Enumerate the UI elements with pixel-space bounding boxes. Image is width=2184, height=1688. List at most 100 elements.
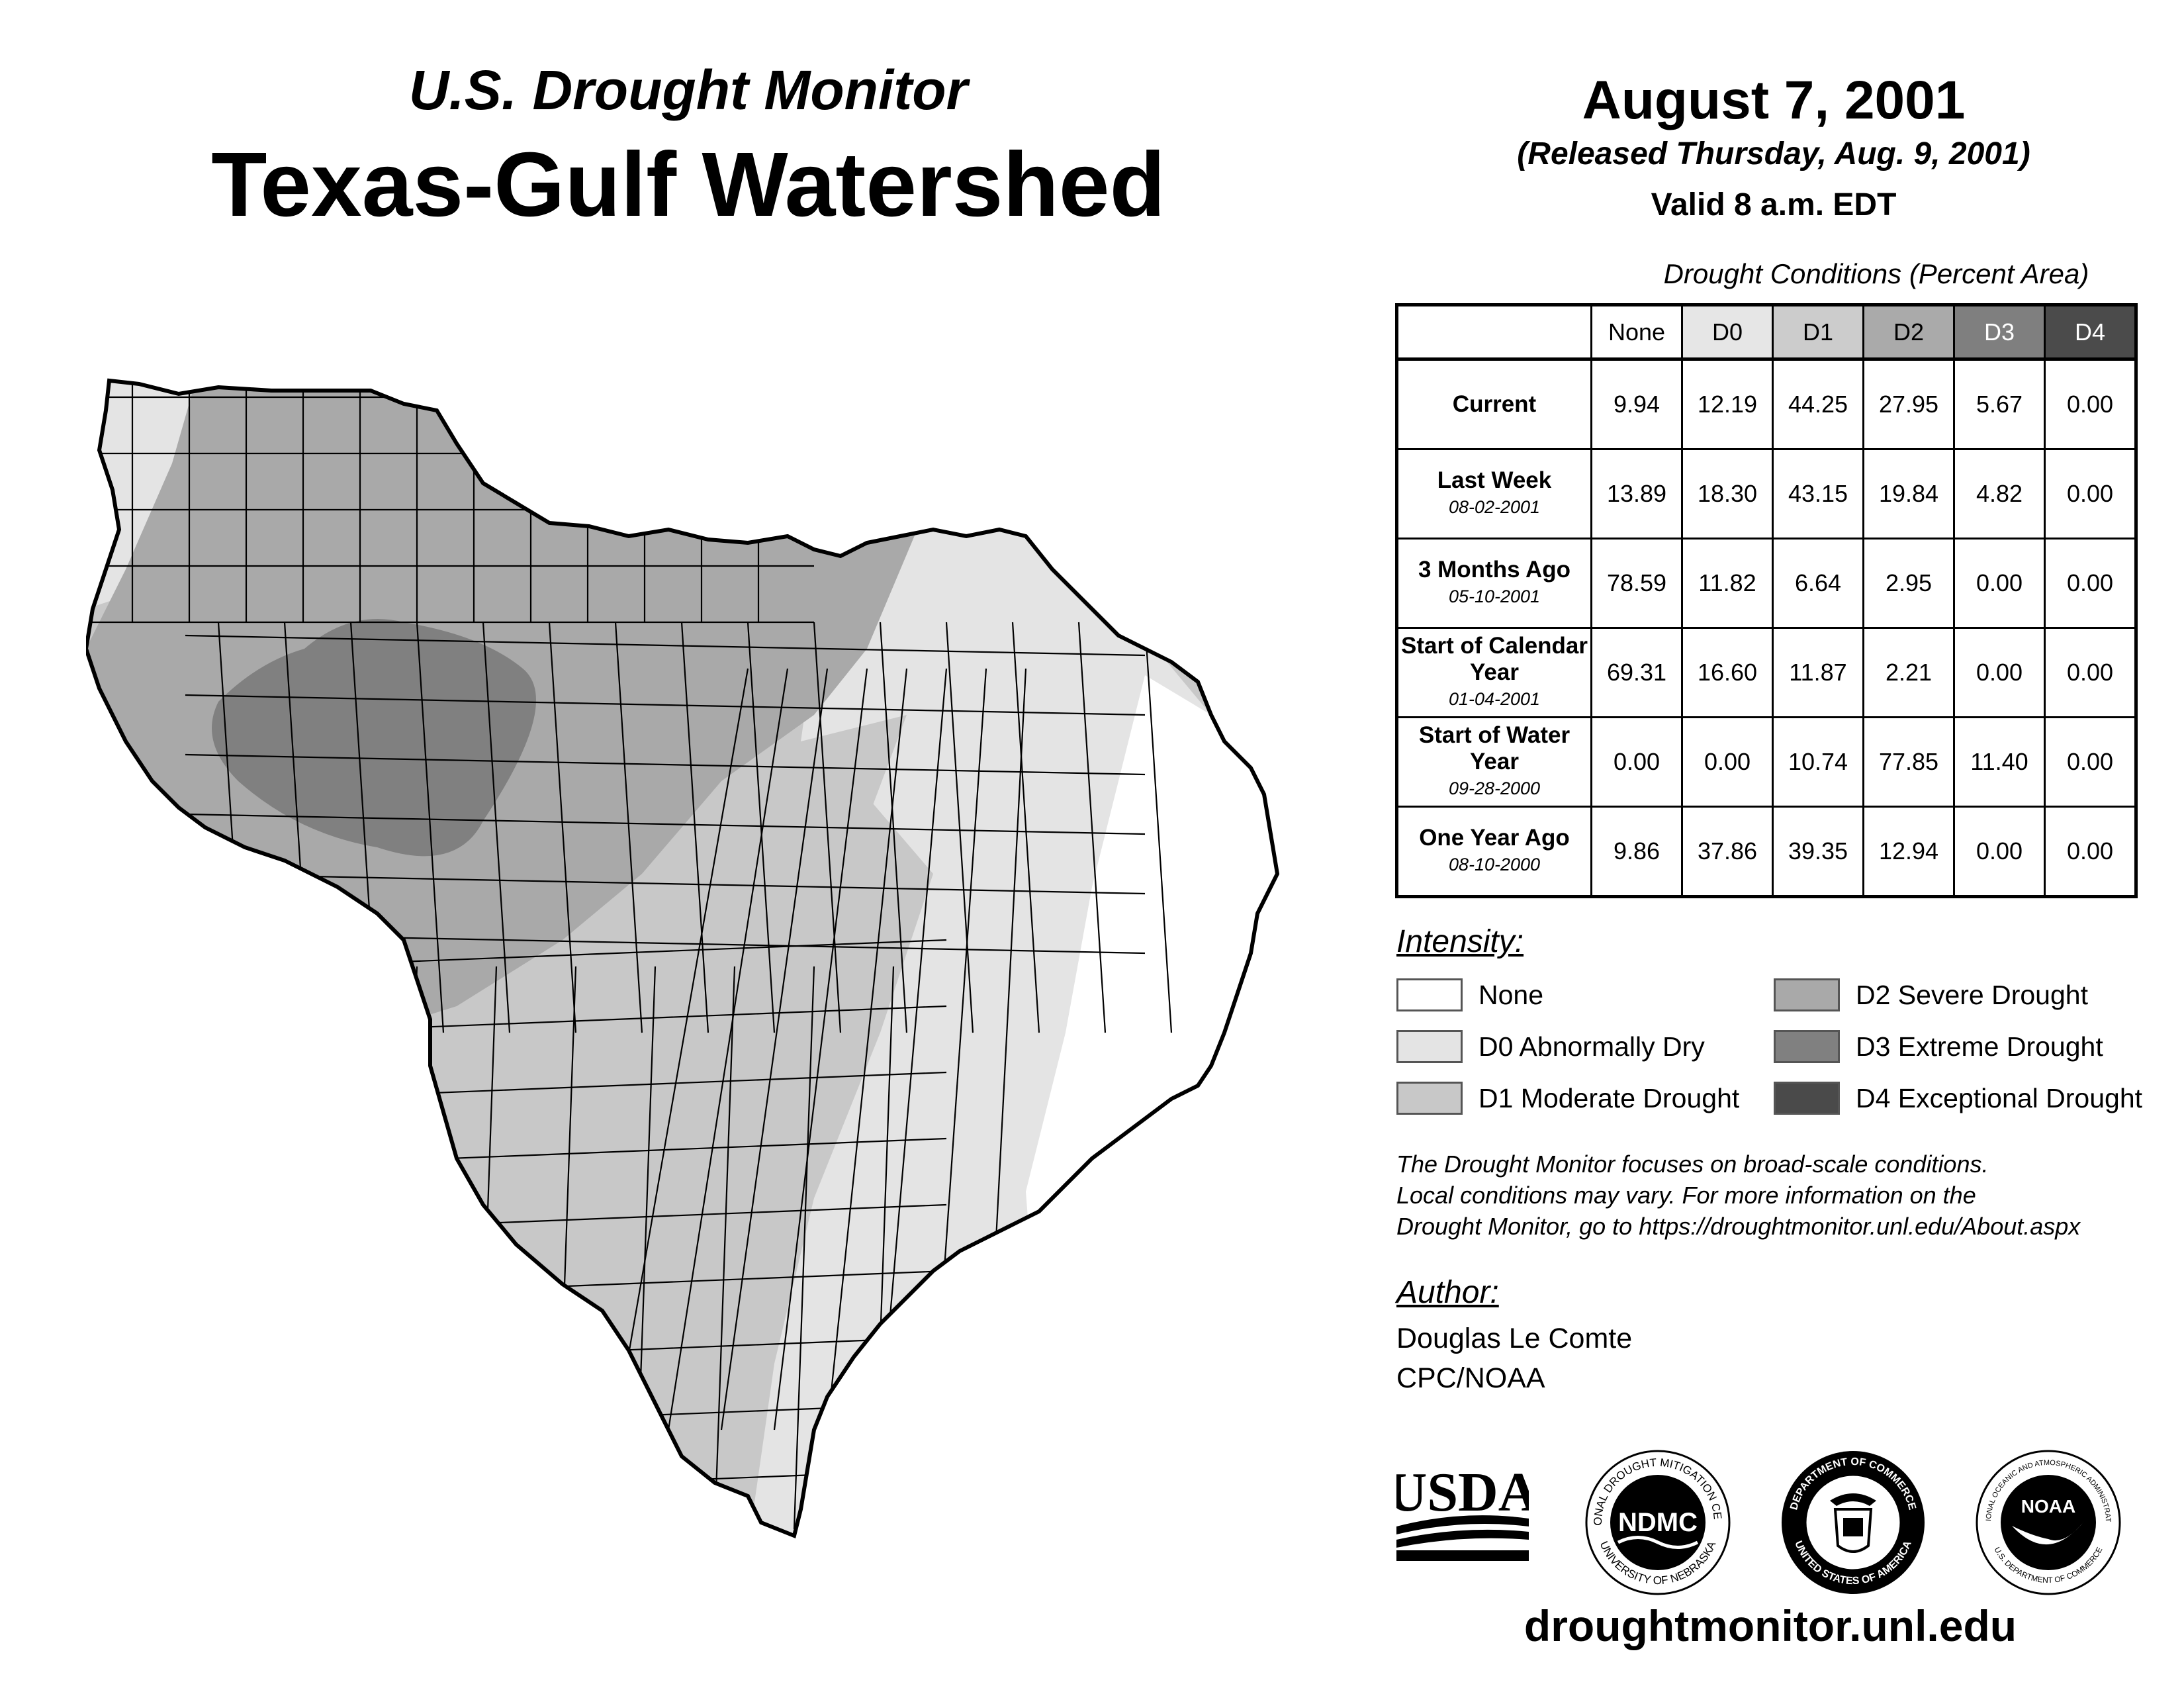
- legend-swatch: [1774, 1082, 1840, 1115]
- table-cell: 37.86: [1681, 806, 1774, 898]
- legend-swatch: [1396, 1030, 1463, 1063]
- table-cell: 6.64: [1772, 538, 1864, 629]
- ndmc-logo-text: NDMC: [1618, 1508, 1698, 1537]
- author-title: Author:: [1396, 1275, 1499, 1310]
- page-title: Texas-Gulf Watershed: [211, 134, 1165, 236]
- table-cell: 4.82: [1953, 448, 2046, 539]
- row-label-text: Last Week: [1437, 467, 1552, 493]
- table-cell: 0.00: [1953, 538, 2046, 629]
- row-label: 3 Months Ago 05-10-2001: [1396, 538, 1592, 629]
- legend-item: D0 Abnormally Dry: [1396, 1028, 1705, 1065]
- legend-item: None: [1396, 976, 1543, 1013]
- row-label-text: One Year Ago: [1419, 825, 1570, 851]
- table-cell: 0.00: [2044, 538, 2137, 629]
- table-cell: 43.15: [1772, 448, 1864, 539]
- legend-label: D3 Extreme Drought: [1856, 1031, 2103, 1062]
- row-date: 08-02-2001: [1448, 497, 1541, 517]
- table-header-row: None D0 D1 D2 D3 D4: [1396, 304, 2137, 361]
- legend-label: D2 Severe Drought: [1856, 979, 2088, 1010]
- d1-region-coast: [549, 715, 907, 1536]
- col-header-d1: D1: [1772, 304, 1864, 360]
- table-cell: 10.74: [1772, 716, 1864, 808]
- table-row: One Year Ago 08-10-2000 9.86 37.86 39.35 12.9…: [1396, 806, 2137, 898]
- legend-label: None: [1479, 979, 1544, 1010]
- row-date: 05-10-2001: [1448, 586, 1541, 606]
- legend-swatch: [1774, 1030, 1840, 1063]
- table-cell: 13.89: [1590, 448, 1683, 539]
- legend-swatch: [1396, 978, 1463, 1011]
- table-cell: 0.00: [2044, 716, 2137, 808]
- table-row: 3 Months Ago 05-10-2001 78.59 11.82 6.64 2.95…: [1396, 538, 2137, 629]
- legend-swatch: [1396, 1082, 1463, 1115]
- legend-item: D3 Extreme Drought: [1774, 1028, 2103, 1065]
- d3-region: [212, 619, 536, 857]
- table-cell: 2.21: [1862, 627, 1955, 718]
- table-cell: 11.82: [1681, 538, 1774, 629]
- row-label: One Year Ago 08-10-2000: [1396, 806, 1592, 898]
- table-cell: 16.60: [1681, 627, 1774, 718]
- legend-label: D1 Moderate Drought: [1479, 1082, 1740, 1113]
- table-cell: 0.00: [1953, 627, 2046, 718]
- supertitle: U.S. Drought Monitor: [408, 59, 968, 121]
- usda-logo-icon: USDA: [1396, 1463, 1529, 1561]
- row-label-text: Current: [1452, 391, 1537, 417]
- note-line: Local conditions may vary. For more info…: [1396, 1182, 1976, 1209]
- table-row: Start of Water Year 09-28-2000 0.00 0.00 10.…: [1396, 716, 2137, 808]
- ndmc-logo-icon: NATIONAL DROUGHT MITIGATION CENTER UNIVE…: [1582, 1446, 1731, 1595]
- table-cell: 9.86: [1590, 806, 1683, 898]
- col-header-d3: D3: [1953, 304, 2046, 360]
- row-label: Start of Calendar Year 01-04-2001: [1396, 627, 1592, 718]
- table-cell: 19.84: [1862, 448, 1955, 539]
- legend-item: D1 Moderate Drought: [1396, 1080, 1739, 1117]
- website-link[interactable]: droughtmonitor.unl.edu: [1524, 1601, 2017, 1650]
- watershed-outline: [86, 378, 1280, 1539]
- table-cell: 11.40: [1953, 716, 2046, 808]
- noaa-logo-text: NOAA: [2021, 1496, 2075, 1517]
- legend-item: D4 Exceptional Drought: [1774, 1080, 2142, 1117]
- table-row: Last Week 08-02-2001 13.89 18.30 43.15 19.84 4…: [1396, 448, 2137, 539]
- noaa-logo-icon: NATIONAL OCEANIC AND ATMOSPHERIC ADMINIS…: [1972, 1446, 2121, 1595]
- watershed-map: [86, 378, 1280, 1539]
- legend-title: Intensity:: [1396, 924, 1524, 959]
- row-label: Current: [1396, 357, 1592, 450]
- table-cell: 0.00: [1953, 806, 2046, 898]
- legend-label: D4 Exceptional Drought: [1856, 1082, 2143, 1113]
- note-line: The Drought Monitor focuses on broad-sca…: [1396, 1150, 1989, 1178]
- row-label: Last Week 08-02-2001: [1396, 448, 1592, 539]
- table-row: Current 9.94 12.19 44.25 27.95 5.67 0.00: [1396, 357, 2137, 450]
- author-name: Douglas Le Comte: [1396, 1323, 1633, 1354]
- table-cell: 2.95: [1862, 538, 1955, 629]
- table-cell: 27.95: [1862, 357, 1955, 450]
- row-label-text: 3 Months Ago: [1418, 557, 1571, 583]
- legend-label: D0 Abnormally Dry: [1479, 1031, 1705, 1062]
- table-cell: 0.00: [2044, 448, 2137, 539]
- col-header-d4: D4: [2044, 304, 2137, 360]
- note-line: Drought Monitor, go to https://droughtmo…: [1396, 1213, 2081, 1240]
- col-header-none: None: [1590, 304, 1683, 360]
- table-cell: 39.35: [1772, 806, 1864, 898]
- table-cell: 5.67: [1953, 357, 2046, 450]
- table-cell: 69.31: [1590, 627, 1683, 718]
- row-label-text: Start of Calendar Year: [1401, 633, 1588, 685]
- usda-logo-text: USDA: [1396, 1463, 1529, 1523]
- table-row: Start of Calendar Year 01-04-2001 69.31 16.…: [1396, 627, 2137, 718]
- table-cell: 9.94: [1590, 357, 1683, 450]
- drought-conditions-table: None D0 D1 D2 D3 D4 Current 9.94 12.19 44.2…: [1395, 303, 2138, 898]
- map-date: August 7, 2001: [1582, 70, 1966, 130]
- row-date: 09-28-2000: [1448, 778, 1541, 798]
- disclaimer-note: The Drought Monitor focuses on broad-sca…: [1396, 1149, 2177, 1242]
- row-label-text: Start of Water Year: [1418, 722, 1570, 774]
- table-cell: 44.25: [1772, 357, 1864, 450]
- table-caption: Drought Conditions (Percent Area): [1663, 258, 2089, 289]
- table-cell: 18.30: [1681, 448, 1774, 539]
- legend-item: D2 Severe Drought: [1774, 976, 2088, 1013]
- author-org: CPC/NOAA: [1396, 1362, 1545, 1394]
- valid-time: Valid 8 a.m. EDT: [1651, 187, 1897, 222]
- table-cell: 12.19: [1681, 357, 1774, 450]
- table-cell: 0.00: [1590, 716, 1683, 808]
- table-cell: 11.87: [1772, 627, 1864, 718]
- row-label: Start of Water Year 09-28-2000: [1396, 716, 1592, 808]
- col-header-d2: D2: [1862, 304, 1955, 360]
- row-date: 08-10-2000: [1448, 855, 1541, 874]
- legend-swatch: [1774, 978, 1840, 1011]
